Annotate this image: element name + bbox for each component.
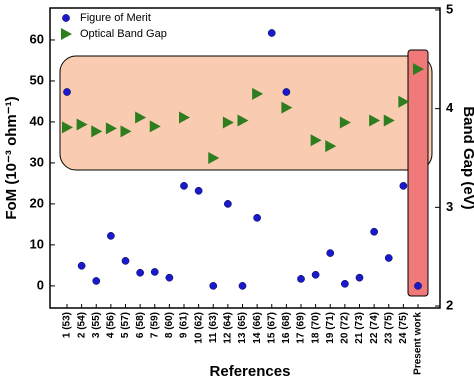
point [224,200,232,208]
point [384,254,393,262]
y2-tick-label: 2 [446,297,453,312]
point [92,277,101,285]
x-tick-label: 19 (71) [325,312,336,344]
legend-label: Optical Band Gap [80,28,167,40]
point [326,249,335,257]
y2-tick-label: 3 [446,199,453,214]
point [399,182,408,190]
y-tick-label: 60 [30,31,44,46]
legend-marker [61,28,72,40]
point [107,232,115,240]
x-tick-label: 5 (57) [120,312,131,338]
x-tick-label: 15 (67) [266,312,277,344]
point [91,125,103,138]
x-tick-label: 24 (75) [398,312,409,344]
point [282,88,291,96]
x-tick-label: 7 (59) [149,312,160,338]
x-tick-label: 9 (61) [179,312,190,338]
x-tick-label: 1 (53) [62,312,73,338]
point [237,114,249,127]
point [252,87,264,100]
y-tick-label: 10 [30,236,44,251]
x-tick-label: 8 (60) [164,312,175,338]
point [355,273,364,282]
point [311,270,320,279]
point [414,282,422,290]
point [209,282,218,290]
y-tick-label: 40 [30,113,44,128]
y-tick-label: 20 [30,195,44,210]
y-tick-label: 0 [37,277,44,292]
x-tick-label: 13 (65) [237,312,248,344]
x-tick-label: 20 (72) [340,312,351,344]
point [194,186,203,195]
x-axis-label: References [210,363,291,380]
point [267,29,276,37]
x-tick-label: 23 (75) [383,312,394,344]
x-tick-label: 17 (69) [296,312,307,344]
y-axis-label: FoM (10⁻³ ohm⁻¹) [3,96,20,219]
point [325,140,337,153]
point [339,116,351,129]
point [370,227,378,236]
point [63,88,71,96]
y2-axis-label: Band Gap (eV) [460,106,474,209]
x-tick-label: 4 (56) [106,312,117,338]
x-tick-label: 2 (54) [76,312,87,338]
x-tick-label: 21 (73) [354,312,365,344]
point [179,111,190,124]
point [121,257,130,265]
x-tick-label: 22 (74) [369,312,380,344]
point [120,125,132,138]
point [62,121,73,134]
plot-frame [49,7,441,309]
x-tick-label: Present work [413,312,424,375]
point [136,268,144,277]
point [180,182,188,190]
point [341,279,349,288]
legend-marker [62,14,70,22]
x-tick-label: 12 (64) [223,312,234,344]
point [369,114,381,127]
y-tick-label: 30 [30,154,44,169]
point [238,282,247,290]
point [105,122,117,135]
x-tick-label: 3 (55) [91,312,102,338]
x-tick-label: 14 (66) [252,312,263,344]
point [222,116,234,129]
point [383,114,395,127]
y2-tick-label: 5 [446,1,453,16]
point [208,152,220,164]
x-tick-label: 11 (63) [208,312,219,343]
x-tick-label: 16 (68) [281,312,292,344]
x-tick-label: 18 (70) [310,312,321,344]
legend-label: Figure of Merit [80,12,151,24]
point [150,268,159,276]
point [253,213,261,222]
y-tick-label: 50 [30,72,44,87]
point [165,273,174,282]
point [77,261,86,270]
point [310,134,322,147]
point [76,118,88,131]
x-tick-label: 6 (58) [135,312,146,338]
point [135,111,147,124]
point [149,120,161,133]
present-work-box [407,49,429,297]
point [398,95,410,108]
y2-tick-label: 4 [446,100,454,115]
x-tick-label: 10 (62) [193,312,204,344]
point [281,101,293,114]
highlight-box [59,55,433,171]
point [413,63,424,76]
point [297,275,305,283]
